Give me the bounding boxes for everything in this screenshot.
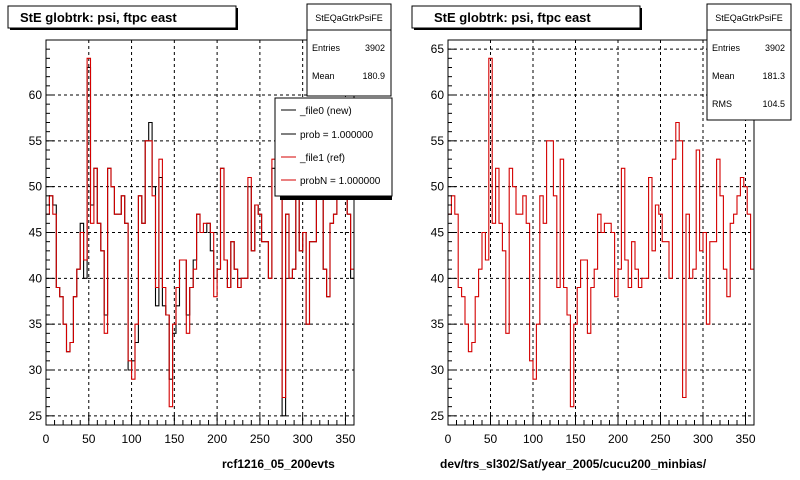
y-tick-label: 60 <box>29 88 43 102</box>
x-tick-label: 100 <box>122 432 142 446</box>
left-title-box: StE globtrk: psi, ftpc east <box>7 5 238 30</box>
x-tick-label: 150 <box>565 432 585 446</box>
y-tick-label: 25 <box>29 409 43 423</box>
left-stats-entries-value: 3902 <box>365 43 385 53</box>
left-stats-box: StEQaGtrkPsiFE Entries 3902 Mean 180.9 <box>306 3 392 97</box>
x-tick-label: 250 <box>650 432 670 446</box>
y-tick-label: 55 <box>29 134 43 148</box>
y-tick-label: 30 <box>431 363 445 377</box>
left-plot <box>46 57 354 417</box>
legend-label-prob: prob = 1.000000 <box>300 130 374 141</box>
y-tick-label: 60 <box>431 88 445 102</box>
x-tick-label: 300 <box>293 432 313 446</box>
legend-label-file0: _file0 (new) <box>299 106 352 117</box>
y-tick-label: 45 <box>431 226 445 240</box>
right-stats-entries-value: 3902 <box>765 43 785 53</box>
x-tick-label: 100 <box>523 432 543 446</box>
right-stats-rms-label: RMS <box>712 99 732 109</box>
x-tick-label: 200 <box>207 432 227 446</box>
x-tick-label: 350 <box>335 432 355 446</box>
right-stats-name: StEQaGtrkPsiFE <box>715 13 783 23</box>
right-stats-mean-value: 181.3 <box>762 71 785 81</box>
left-stats-name: StEQaGtrkPsiFE <box>315 13 383 23</box>
y-tick-label: 35 <box>431 317 445 331</box>
y-tick-label: 25 <box>431 409 445 423</box>
left-y-axis: 25 30 35 40 45 50 55 60 <box>29 39 54 426</box>
x-tick-label: 0 <box>43 432 50 446</box>
right-plot <box>448 57 754 408</box>
y-tick-label: 30 <box>29 363 43 377</box>
histogram-series-1 <box>46 57 354 408</box>
left-stats-mean-value: 180.9 <box>362 71 385 81</box>
y-tick-label: 50 <box>29 180 43 194</box>
left-x-axis: 0 50 100 150 200 250 300 350 <box>43 415 356 446</box>
x-tick-label: 250 <box>250 432 270 446</box>
right-pad: StE globtrk: psi, ftpc east 25 30 35 40 45 50… <box>411 3 792 471</box>
right-x-label: dev/trs_sl302/Sat/year_2005/cucu200_minb… <box>440 457 707 471</box>
right-title-box: StE globtrk: psi, ftpc east <box>411 5 642 30</box>
left-chart-title: StE globtrk: psi, ftpc east <box>20 10 177 25</box>
right-stats-rms-value: 104.5 <box>762 99 785 109</box>
left-pad: StE globtrk: psi, ftpc east 25 30 35 40 45 50… <box>7 3 393 471</box>
x-tick-label: 300 <box>693 432 713 446</box>
right-stats-box: StEQaGtrkPsiFE Entries 3902 Mean 181.3 R… <box>706 3 792 121</box>
x-tick-label: 150 <box>164 432 184 446</box>
right-x-axis: 0 50 100 150 200 250 300 350 <box>445 415 756 446</box>
left-stats-entries-label: Entries <box>312 43 341 53</box>
legend-label-file1: _file1 (ref) <box>299 153 345 164</box>
right-stats-mean-label: Mean <box>712 71 735 81</box>
histogram-series-0 <box>448 57 754 408</box>
x-tick-label: 200 <box>608 432 628 446</box>
x-tick-label: 350 <box>735 432 755 446</box>
x-tick-label: 50 <box>82 432 96 446</box>
right-chart-title: StE globtrk: psi, ftpc east <box>434 10 591 25</box>
y-tick-label: 45 <box>29 226 43 240</box>
x-tick-label: 50 <box>484 432 498 446</box>
y-tick-label: 35 <box>29 317 43 331</box>
legend-label-probN: probN = 1.000000 <box>300 176 381 187</box>
left-x-label: rcf1216_05_200evts <box>222 457 335 471</box>
y-tick-label: 65 <box>431 42 445 56</box>
y-tick-label: 55 <box>431 134 445 148</box>
y-tick-label: 40 <box>431 271 445 285</box>
left-legend: _file0 (new) prob = 1.000000 _file1 (ref… <box>274 97 393 200</box>
right-y-axis: 25 30 35 40 45 50 55 60 65 <box>431 39 456 426</box>
right-stats-entries-label: Entries <box>712 43 741 53</box>
y-tick-label: 40 <box>29 271 43 285</box>
y-tick-label: 50 <box>431 180 445 194</box>
x-tick-label: 0 <box>445 432 452 446</box>
left-stats-mean-label: Mean <box>312 71 335 81</box>
